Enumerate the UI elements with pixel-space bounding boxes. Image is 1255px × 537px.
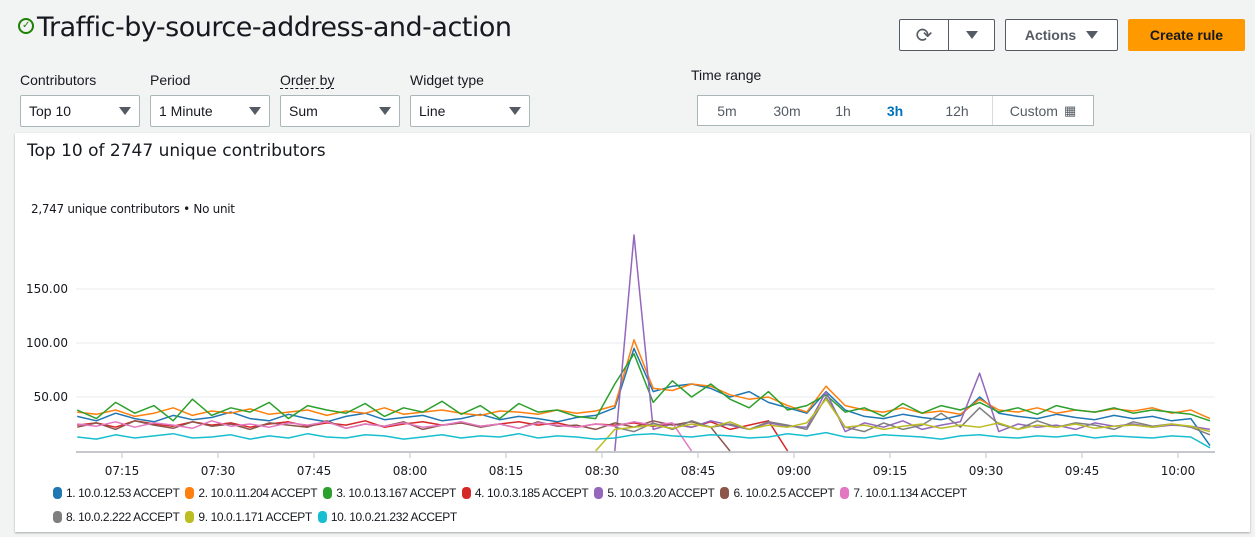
time-range-5m[interactable]: 5m [717, 102, 737, 119]
x-tick-label: 09:15 [873, 464, 908, 478]
legend-swatch [317, 511, 327, 523]
y-tick-label: 50.00 [34, 390, 68, 404]
series-line-1[interactable] [77, 347, 1211, 447]
custom-label: Custom [1009, 102, 1058, 119]
legend-swatch [323, 487, 333, 499]
x-tick-label: 08:30 [585, 464, 620, 478]
contributors-label: Contributors [20, 72, 97, 88]
legend-label: 3. 10.0.13.167 ACCEPT [336, 486, 456, 500]
time-range-1h[interactable]: 1h [835, 102, 851, 119]
calendar-icon: ▦ [1063, 102, 1077, 118]
x-tick-label: 09:00 [777, 464, 812, 478]
legend-item[interactable]: 1. 10.0.12.53 ACCEPT [53, 486, 180, 500]
series-line-7[interactable] [77, 420, 693, 452]
legend-label: 1. 10.0.12.53 ACCEPT [66, 486, 180, 500]
legend-label: 7. 10.0.1.134 ACCEPT [853, 486, 967, 500]
legend-item[interactable]: 8. 10.0.2.222 ACCEPT [53, 510, 180, 524]
legend-label: 5. 10.0.3.20 ACCEPT [607, 486, 715, 500]
page-title: ✓ Traffic-by-source-address-and-action [18, 12, 512, 43]
period-select[interactable]: 1 Minute [150, 95, 270, 127]
legend-swatch [185, 511, 195, 523]
legend-swatch [461, 487, 471, 499]
time-range-label: Time range [691, 67, 762, 83]
period-label: Period [150, 72, 191, 88]
refresh-icon: ⟳ [915, 24, 933, 47]
order-by-value: Sum [289, 103, 318, 119]
x-tick-label: 07:15 [105, 464, 140, 478]
legend-label: 10. 10.0.21.232 ACCEPT [330, 510, 457, 524]
legend-item[interactable]: 3. 10.0.13.167 ACCEPT [323, 486, 456, 500]
legend-item[interactable]: 5. 10.0.3.20 ACCEPT [594, 486, 715, 500]
legend-swatch [720, 487, 730, 499]
series-line-10[interactable] [77, 431, 1211, 449]
widget-type-select[interactable]: Line [410, 95, 530, 127]
legend-item[interactable]: 9. 10.0.1.171 ACCEPT [185, 510, 312, 524]
contributors-value: Top 10 [29, 103, 72, 119]
legend-label: 2. 10.0.11.204 ACCEPT [198, 486, 318, 500]
page-title-text: Traffic-by-source-address-and-action [37, 12, 512, 43]
series-line-2[interactable] [77, 339, 1211, 420]
legend-label: 4. 10.0.3.185 ACCEPT [474, 486, 589, 500]
time-range-custom[interactable]: Custom ▦ [993, 96, 1093, 125]
legend-label: 9. 10.0.1.171 ACCEPT [198, 510, 312, 524]
time-range-30m[interactable]: 30m [773, 102, 801, 119]
refresh-options-dropdown[interactable] [948, 19, 995, 51]
contributors-chart-panel: Top 10 of 2747 unique contributors 2,747… [15, 133, 1250, 532]
panel-title: Top 10 of 2747 unique contributors [27, 141, 326, 161]
widget-type-label: Widget type [410, 72, 484, 88]
create-rule-button[interactable]: Create rule [1128, 19, 1245, 51]
caret-down-icon [119, 107, 131, 115]
actions-button[interactable]: Actions [1005, 19, 1118, 51]
y-tick-label: 100.00 [26, 336, 68, 350]
period-value: 1 Minute [159, 103, 213, 119]
legend-label: 6. 10.0.2.5 ACCEPT [733, 486, 835, 500]
order-by-select[interactable]: Sum [280, 95, 400, 127]
refresh-button[interactable]: ⟳ [899, 19, 949, 51]
caret-down-icon [965, 31, 978, 39]
x-tick-label: 09:45 [1065, 464, 1100, 478]
caret-down-icon [249, 107, 261, 115]
legend-swatch [53, 511, 62, 523]
x-tick-label: 09:30 [969, 464, 1004, 478]
legend-label: 8. 10.0.2.222 ACCEPT [66, 510, 180, 524]
x-tick-label: 08:45 [681, 464, 716, 478]
legend-swatch [53, 487, 62, 499]
time-range-12h[interactable]: 12h [922, 96, 993, 125]
legend-item[interactable]: 6. 10.0.2.5 ACCEPT [720, 486, 835, 500]
unit-label: 2,747 unique contributors • No unit [31, 202, 235, 216]
legend-item[interactable]: 4. 10.0.3.185 ACCEPT [461, 486, 589, 500]
caret-down-icon [509, 107, 521, 115]
x-tick-label: 08:00 [393, 464, 428, 478]
create-rule-label: Create rule [1149, 27, 1224, 43]
x-tick-label: 10:00 [1161, 464, 1196, 478]
legend-item[interactable]: 2. 10.0.11.204 ACCEPT [185, 486, 318, 500]
legend-swatch [840, 487, 850, 499]
legend-swatch [594, 487, 604, 499]
time-range-3h[interactable]: 3h [886, 102, 904, 119]
order-by-label[interactable]: Order by [280, 72, 335, 89]
x-tick-label: 07:45 [297, 464, 332, 478]
x-tick-label: 08:15 [489, 464, 524, 478]
check-circle-icon[interactable]: ✓ [18, 17, 34, 34]
chart-legend: 1. 10.0.12.53 ACCEPT 2. 10.0.11.204 ACCEP… [53, 486, 1153, 524]
contributors-select[interactable]: Top 10 [20, 95, 140, 127]
actions-label: Actions [1024, 27, 1077, 43]
legend-swatch [185, 487, 195, 499]
x-tick-label: 07:30 [201, 464, 236, 478]
series-line-9[interactable] [595, 398, 1211, 452]
line-chart: 50.00 100.00 150.00 07:15 07:30 07:45 08:00 08:… [26, 234, 1215, 478]
caret-down-icon [1086, 31, 1099, 39]
series-line-3[interactable] [76, 353, 1211, 422]
widget-type-value: Line [419, 103, 446, 119]
legend-item[interactable]: 10. 10.0.21.232 ACCEPT [317, 510, 457, 524]
y-tick-label: 150.00 [26, 282, 68, 296]
caret-down-icon [379, 107, 391, 115]
legend-item[interactable]: 7. 10.0.1.134 ACCEPT [840, 486, 967, 500]
time-range-selector: 5m 30m 1h 3h 12h Custom ▦ [697, 95, 1094, 126]
